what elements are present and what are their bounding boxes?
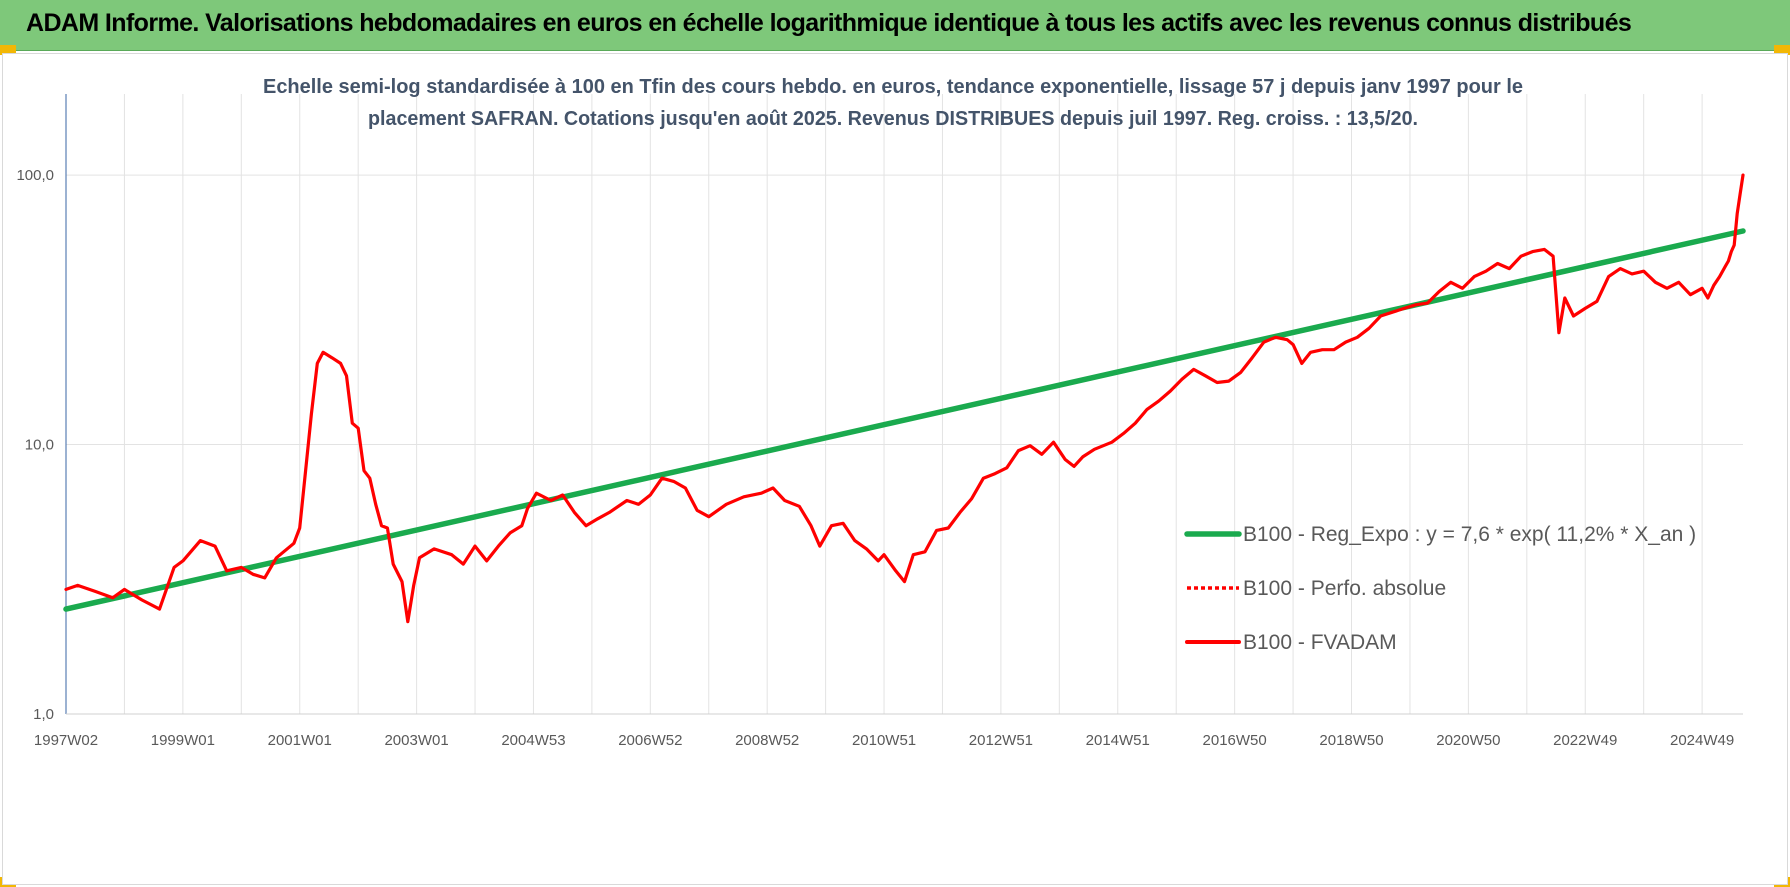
series-layer [63,173,1746,624]
chart-container: 1,0 10,0 100,0 1997W02 1999W01 2001W01 2003W01… [2,53,1788,885]
x-tick-label: 2024W49 [1670,732,1734,749]
x-tick-label: 2003W01 [384,732,448,749]
x-tick-label: 2006W52 [618,732,682,749]
corner-marker-left [0,45,16,55]
x-tick-label: 2014W51 [1086,732,1150,749]
title-banner: ADAM Informe. Valorisations hebdomadaire… [0,0,1790,51]
x-tick-label: 2012W51 [969,732,1033,749]
axes-layer: 1,0 10,0 100,0 1997W02 1999W01 2001W01 2003W01… [16,94,1743,749]
y-tick-label: 10,0 [25,437,54,454]
x-tick-label: 1999W01 [151,732,215,749]
x-tick-label: 1997W02 [34,732,98,749]
x-tick-label: 2016W50 [1203,732,1267,749]
report-title: ADAM Informe. Valorisations hebdomadaire… [26,9,1632,37]
chart-legend: B100 - Reg_Expo : y = 7,6 * exp( 11,2% *… [1184,523,1696,654]
grid-layer [65,94,1743,715]
x-tick-label: 2020W50 [1436,732,1500,749]
x-tick-label: 2004W53 [501,732,565,749]
x-tick-label: 2018W50 [1319,732,1383,749]
legend-label: B100 - Perfo. absolue [1243,577,1446,600]
legend-label: B100 - FVADAM [1243,631,1397,654]
x-tick-label: 2008W52 [735,732,799,749]
series-line-fvadam [64,173,1745,624]
x-tick-label: 2001W01 [268,732,332,749]
y-tick-label: 100,0 [16,167,54,184]
legend-label: B100 - Reg_Expo : y = 7,6 * exp( 11,2% *… [1243,523,1696,546]
chart-svg: 1,0 10,0 100,0 1997W02 1999W01 2001W01 2003W01… [16,76,1746,749]
corner-marker-right [1774,45,1790,55]
legend-item-regression: B100 - Reg_Expo : y = 7,6 * exp( 11,2% *… [1184,523,1696,546]
y-tick-label: 1,0 [33,706,54,723]
chart-subtitle-line-1: Echelle semi-log standardisée à 100 en T… [263,76,1523,98]
x-tick-label: 2022W49 [1553,732,1617,749]
series-line-regression [63,228,1746,612]
legend-item-fvadam: B100 - FVADAM [1185,631,1397,654]
legend-item-perfo-absolue: B100 - Perfo. absolue [1187,577,1446,600]
chart-subtitle-line-2: placement SAFRAN. Cotations jusqu'en aoû… [368,108,1418,130]
x-tick-label: 2010W51 [852,732,916,749]
